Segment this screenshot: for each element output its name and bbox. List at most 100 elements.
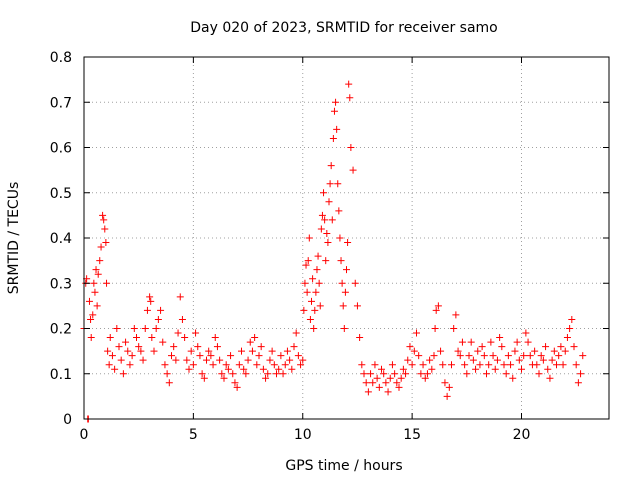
data-point [570, 343, 578, 351]
data-point [87, 334, 95, 342]
data-point [548, 356, 556, 364]
data-point [244, 356, 252, 364]
data-point [437, 347, 445, 355]
data-point [563, 334, 571, 342]
data-point [448, 361, 455, 369]
data-point [373, 374, 381, 382]
data-point [328, 216, 336, 224]
data-point [137, 347, 145, 355]
data-point [356, 334, 364, 342]
data-point [450, 325, 458, 332]
data-point [318, 211, 326, 219]
data-point [487, 338, 495, 346]
data-point [343, 266, 350, 274]
x-tick-label: 10 [294, 427, 312, 443]
data-point [498, 343, 506, 351]
y-tick-label: 0.6 [50, 141, 72, 157]
data-point [135, 343, 143, 351]
data-point [92, 266, 100, 274]
data-point [364, 388, 372, 396]
data-point [469, 356, 477, 364]
data-point [323, 229, 331, 237]
data-point [375, 383, 383, 391]
data-point [242, 370, 250, 378]
data-point [320, 189, 328, 197]
data-point [147, 297, 155, 305]
data-point [340, 325, 348, 332]
data-point [187, 347, 195, 355]
data-point [324, 239, 332, 247]
y-tick-label: 0.3 [50, 276, 72, 292]
data-point [122, 338, 130, 346]
data-point [579, 352, 587, 360]
data-point [111, 365, 119, 373]
data-point [189, 361, 197, 369]
data-point [310, 325, 318, 332]
data-point [304, 257, 312, 265]
data-point [157, 306, 165, 314]
data-point [119, 370, 127, 378]
data-point [380, 370, 388, 378]
data-point [535, 370, 543, 378]
y-tick-label: 0.7 [50, 95, 72, 111]
axis-ticks [83, 56, 609, 420]
data-point [126, 361, 134, 369]
data-point [423, 370, 431, 378]
data-point [524, 338, 532, 346]
data-point [329, 134, 337, 142]
data-point [346, 94, 354, 102]
x-tick-label: 20 [513, 427, 531, 443]
data-point [431, 325, 439, 332]
data-point [240, 365, 248, 373]
data-point [408, 361, 416, 369]
data-point [483, 370, 490, 378]
data-point [139, 356, 147, 364]
data-point [257, 343, 265, 351]
data-point [124, 347, 132, 355]
data-point [218, 370, 226, 378]
data-point [500, 361, 508, 369]
data-point [308, 297, 315, 305]
data-point [172, 356, 180, 364]
data-point [402, 370, 410, 378]
data-point [277, 352, 285, 360]
data-point [150, 347, 158, 355]
data-points [80, 80, 587, 423]
data-point [294, 352, 302, 360]
data-point [371, 361, 379, 369]
data-point [222, 361, 230, 369]
data-point [467, 338, 475, 346]
data-point [174, 329, 182, 337]
data-point [209, 361, 217, 369]
data-point [491, 365, 499, 373]
data-point [445, 383, 453, 391]
data-point [474, 347, 482, 355]
data-point [345, 80, 353, 88]
data-point [176, 293, 184, 301]
grid-lines [84, 57, 609, 419]
data-point [143, 306, 151, 314]
data-point [511, 347, 519, 355]
y-tick-label: 0.5 [50, 186, 72, 202]
data-point [441, 379, 449, 387]
data-point [297, 361, 305, 369]
data-point [89, 311, 97, 319]
data-point [344, 239, 352, 247]
data-point [485, 361, 493, 369]
data-point [550, 347, 558, 355]
data-point [339, 302, 347, 310]
data-point [130, 325, 138, 332]
data-point [367, 370, 375, 378]
data-point [266, 356, 274, 364]
y-axis-label: SRMTID / TECUs [6, 182, 22, 295]
data-point [268, 347, 276, 355]
y-tick-label: 0.4 [50, 231, 72, 247]
data-point [106, 334, 114, 342]
data-point [384, 388, 392, 396]
data-point [336, 234, 344, 242]
data-point [504, 352, 512, 360]
data-point [566, 325, 574, 332]
data-point [430, 352, 438, 360]
data-point [299, 356, 307, 364]
